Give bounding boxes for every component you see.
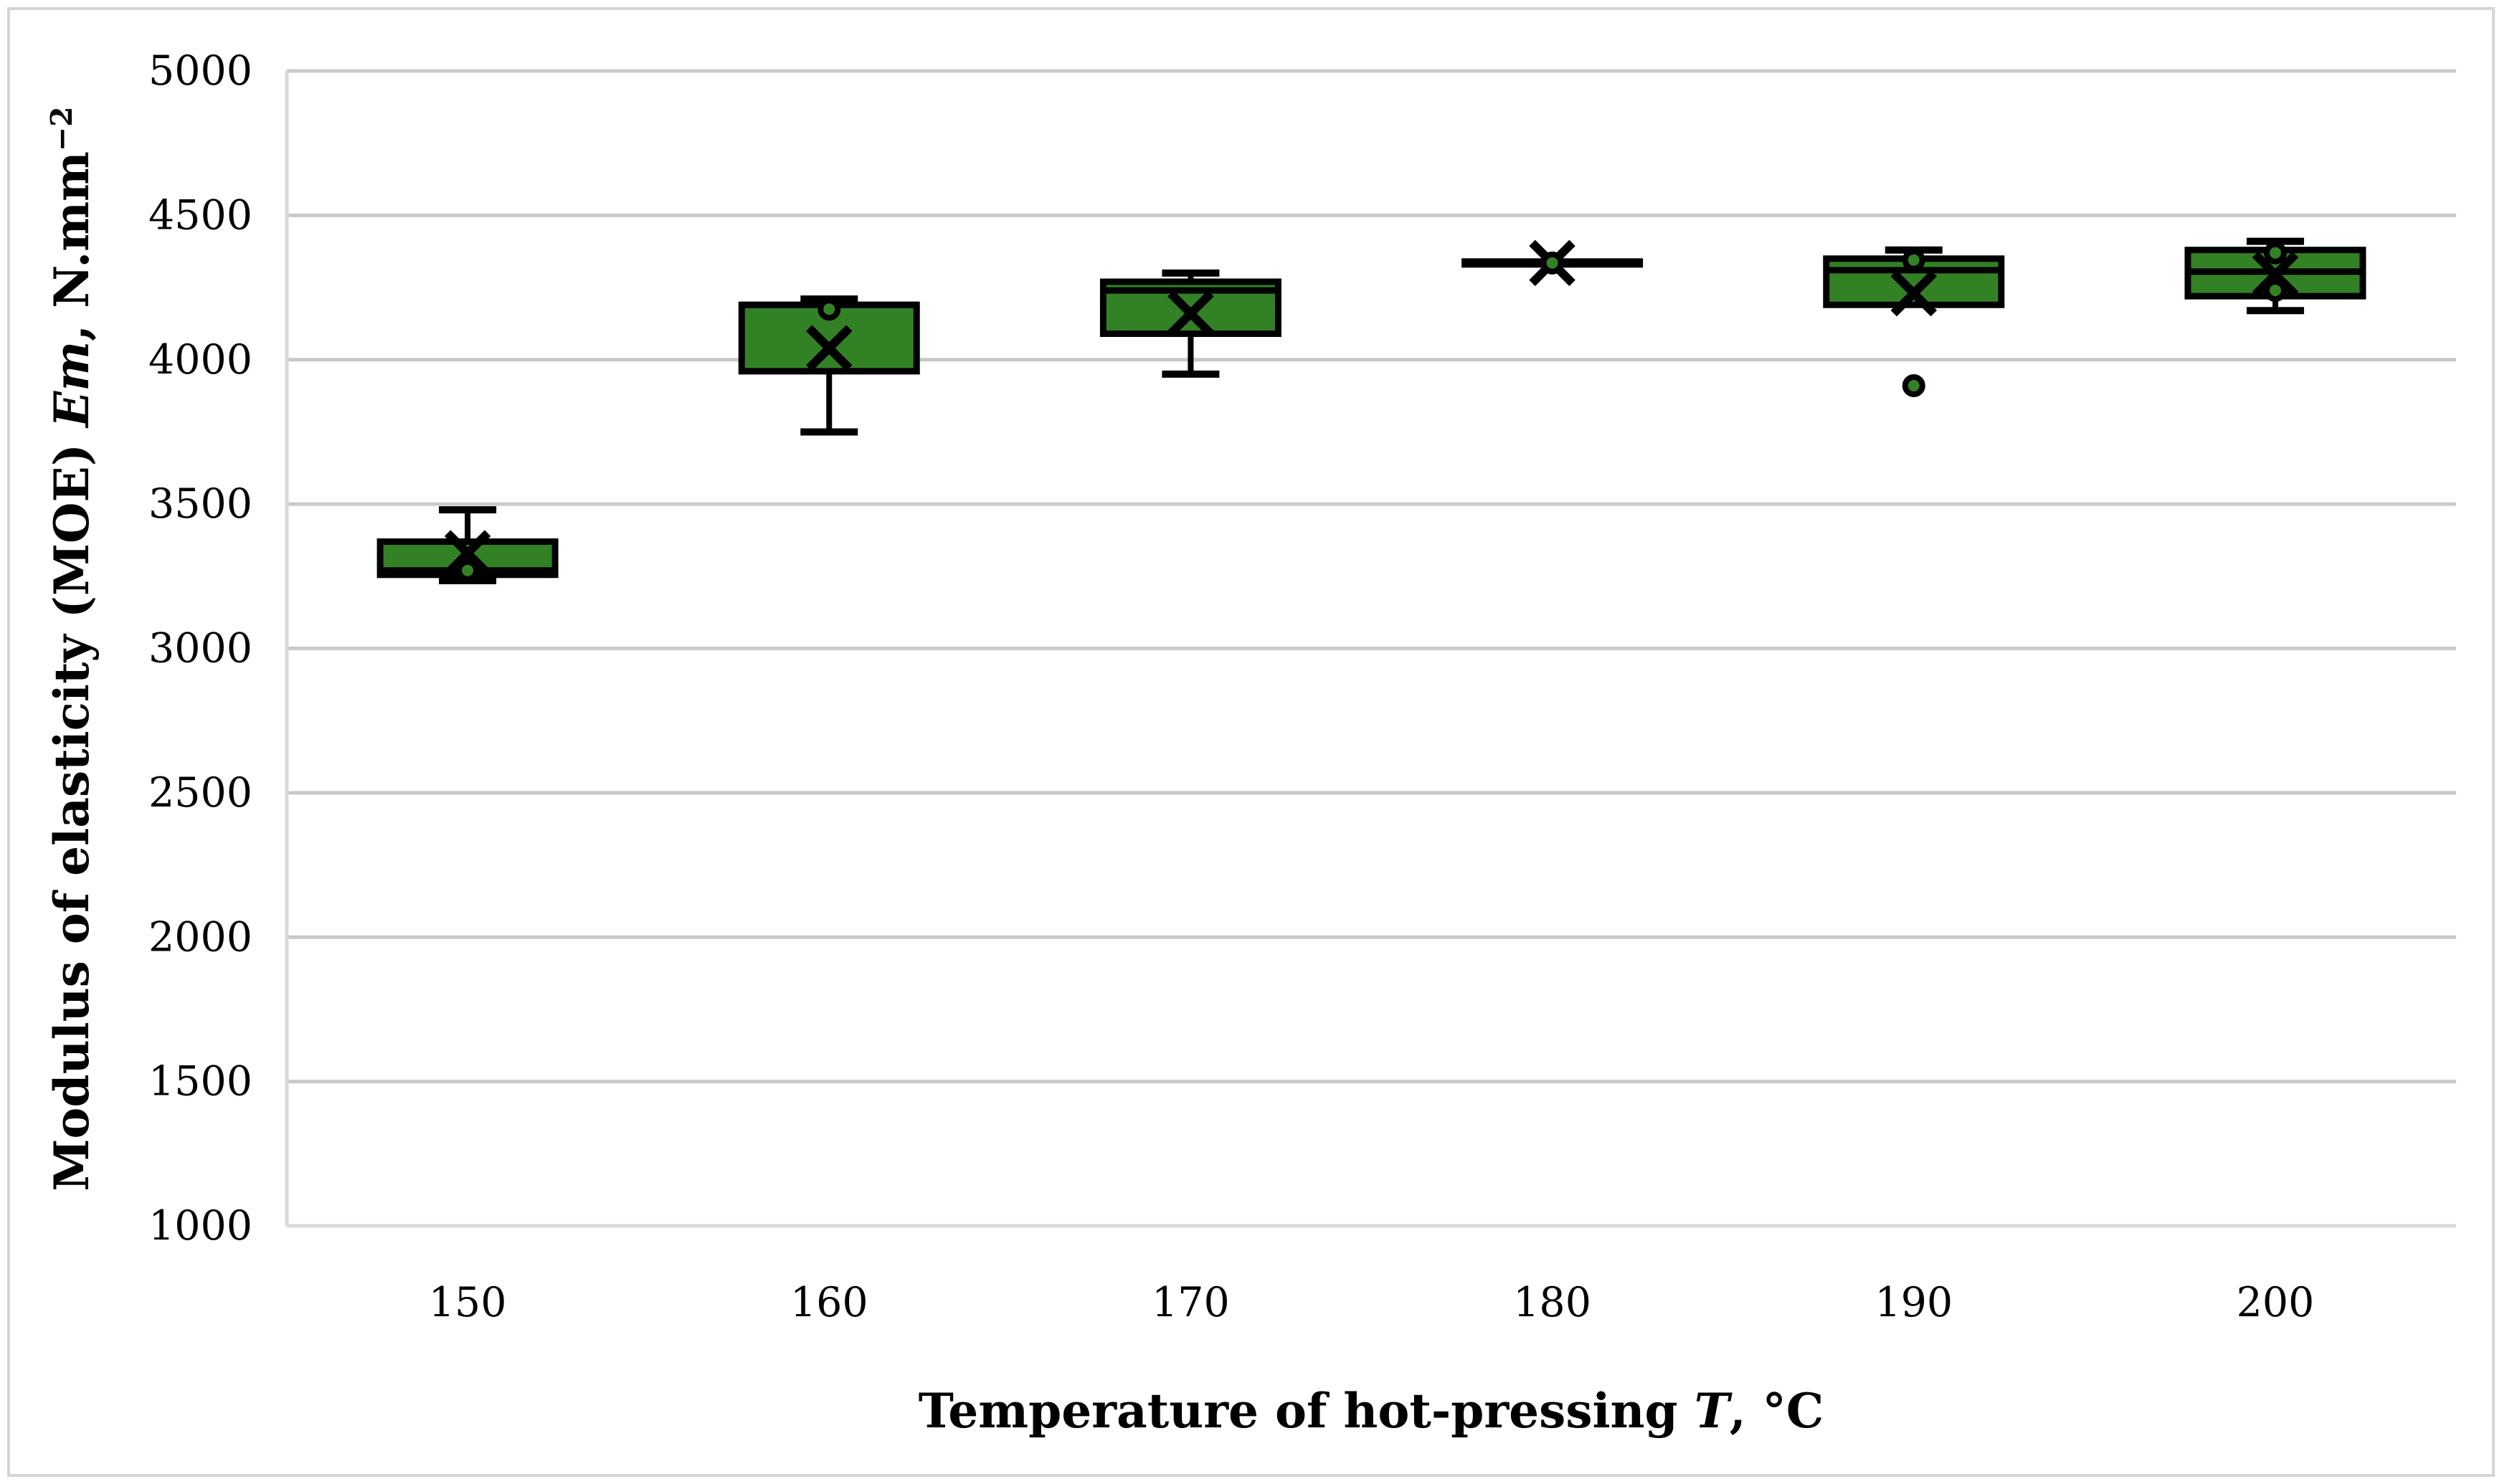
- x-tick-label: 160: [790, 1279, 868, 1326]
- data-point-200: [2263, 279, 2287, 303]
- y-tick-label: 1500: [148, 1058, 252, 1105]
- data-point-200: [2263, 241, 2287, 265]
- mean-marker-150: [444, 530, 491, 576]
- x-title-text: Temperature of hot-pressing: [918, 1383, 1695, 1439]
- x-tick-label: 190: [1875, 1279, 1953, 1326]
- y-tick-label: 5000: [148, 47, 252, 95]
- y-tick-label: 2000: [148, 913, 252, 961]
- mean-marker-200: [2252, 251, 2299, 298]
- y-axis-title: Modulus of elasticity (MOE) Em, N.mm−2: [44, 106, 100, 1191]
- x-tick-label: 150: [429, 1279, 507, 1326]
- mean-marker-160: [806, 325, 853, 371]
- mean-marker-190: [1890, 270, 1937, 317]
- y-tick-label: 4000: [148, 336, 252, 384]
- data-point-190: [1902, 374, 1925, 397]
- x-title-units: , °C: [1729, 1383, 1824, 1439]
- data-point-180: [1540, 251, 1564, 275]
- mean-marker-170: [1167, 290, 1214, 337]
- y-tick-label: 4500: [148, 191, 252, 239]
- x-tick-label: 200: [2237, 1279, 2315, 1326]
- y-tick-label: 1000: [148, 1202, 252, 1250]
- y-tick-label: 2500: [148, 769, 252, 817]
- data-point-150: [456, 558, 480, 582]
- y-title-superscript: −2: [44, 106, 79, 152]
- x-axis-title: Temperature of hot-pressing T, °C: [919, 1383, 1824, 1439]
- y-tick-label: 3500: [148, 480, 252, 528]
- y-title-variable: Em: [44, 341, 100, 427]
- y-title-units: , N.mm: [44, 151, 100, 341]
- data-point-160: [818, 298, 841, 321]
- x-tick-label: 170: [1152, 1279, 1230, 1326]
- y-tick-label: 3000: [148, 625, 252, 672]
- x-tick-label: 180: [1513, 1279, 1591, 1326]
- x-title-variable: T: [1694, 1383, 1730, 1439]
- data-point-190: [1902, 248, 1925, 272]
- y-title-text: Modulus of elasticity (MOE): [44, 427, 100, 1192]
